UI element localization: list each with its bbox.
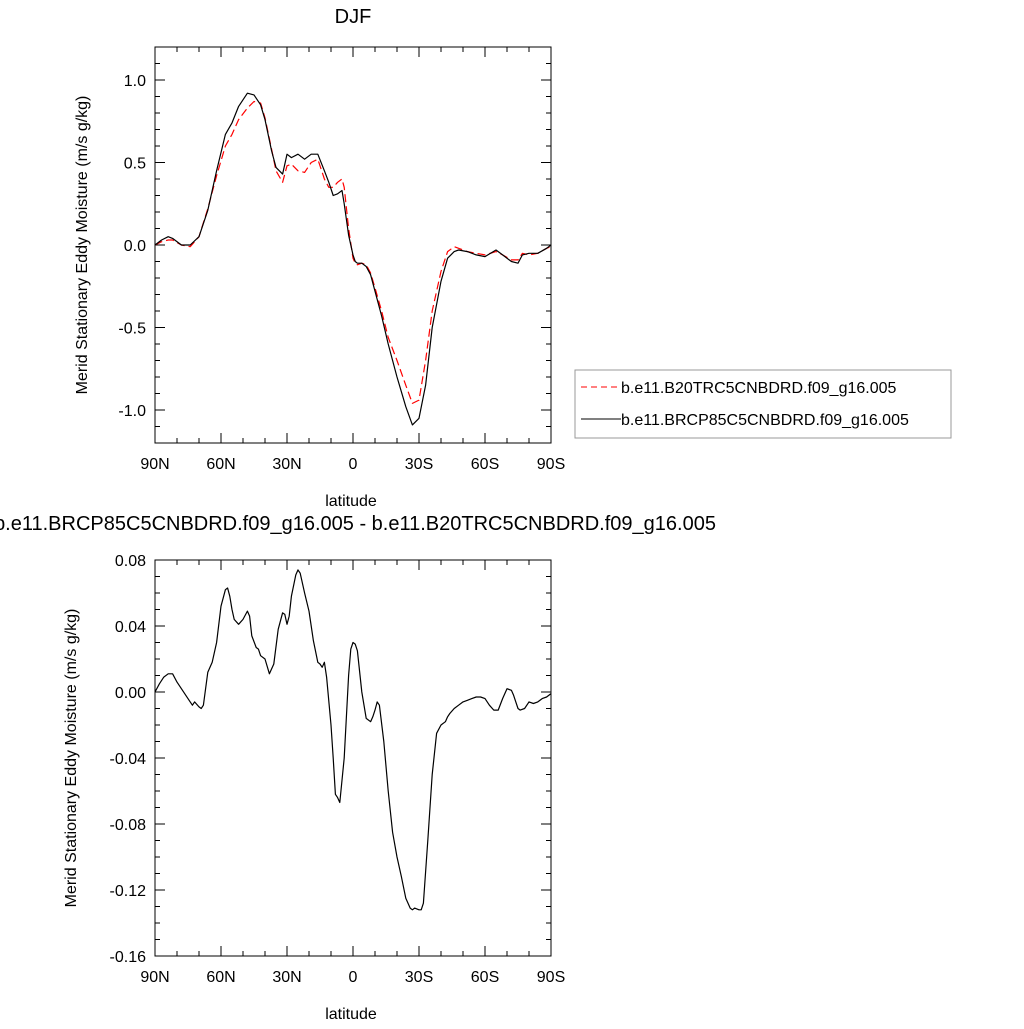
y-tick-label: 0.08 [115,553,146,570]
x-axis-label-top: latitude [325,493,377,510]
y-tick-label: -1.0 [118,403,146,420]
y-axis-label-top: Merid Stationary Eddy Moisture (m/s g/kg… [74,96,91,395]
panel-top: DJF latitude Merid Stationary Eddy Moist… [74,6,565,510]
plot-frame-bottom [154,559,552,957]
y-tick-label: -0.16 [110,949,147,966]
x-tick-label: 90N [140,456,169,473]
x-tick-label: 60S [471,456,499,473]
x-axis-label-bottom: latitude [325,1006,377,1023]
series-lines-top [154,92,552,426]
x-tick-label: 30N [272,969,301,986]
series-lines-bottom [154,569,552,911]
y-tick-label: 0.00 [115,685,146,702]
series-line-0-1 [154,92,552,426]
x-tick-label: 60N [206,456,235,473]
x-tick-label: 30S [405,456,433,473]
y-tick-label: 0.04 [115,619,146,636]
chart-title-top: DJF [335,6,372,28]
y-tick-labels-bottom: -0.16 -0.12 -0.08 -0.04 0.00 0.04 0.08 [110,553,147,966]
x-tick-label: 60N [206,969,235,986]
y-axis-label-bottom: Merid Stationary Eddy Moisture (m/s g/kg… [63,609,80,908]
y-tick-label: 0.0 [124,238,146,255]
y-tick-label: -0.12 [110,883,147,900]
legend-label-rcp85: b.e11.BRCP85C5CNBDRD.f09_g16.005 [621,412,909,429]
y-tick-labels-top: -1.0 -0.5 0.0 0.5 1.0 [118,73,146,420]
x-tick-label: 90S [537,969,565,986]
plot-frame-top [154,46,552,444]
x-tick-label: 60S [471,969,499,986]
legend: b.e11.B20TRC5CNBDRD.f09_g16.005 b.e11.BR… [574,369,952,439]
panel-bottom: b.e11.BRCP85C5CNBDRD.f09_g16.005 - b.e11… [0,513,716,1023]
legend-label-hist: b.e11.B20TRC5CNBDRD.f09_g16.005 [621,380,897,397]
series-line-0-0 [154,100,552,404]
y-tick-label: 0.5 [124,156,146,173]
x-tick-label: 30N [272,456,301,473]
x-tick-labels-top: 90N 60N 30N 0 30S 60S 90S [140,456,565,473]
ticks-top [154,46,552,444]
x-tick-label: 90S [537,456,565,473]
y-tick-label: 1.0 [124,73,146,90]
x-tick-labels-bottom: 90N 60N 30N 0 30S 60S 90S [140,969,565,986]
legend-box [574,369,952,439]
x-tick-label: 0 [349,969,358,986]
series-line-1-0 [154,569,552,911]
y-tick-label: -0.04 [110,751,147,768]
y-tick-label: -0.08 [110,817,147,834]
chart-title-bottom: b.e11.BRCP85C5CNBDRD.f09_g16.005 - b.e11… [0,513,716,535]
ticks-bottom [154,559,552,957]
x-tick-label: 0 [349,456,358,473]
x-tick-label: 90N [140,969,169,986]
x-tick-label: 30S [405,969,433,986]
y-tick-label: -0.5 [118,321,146,338]
